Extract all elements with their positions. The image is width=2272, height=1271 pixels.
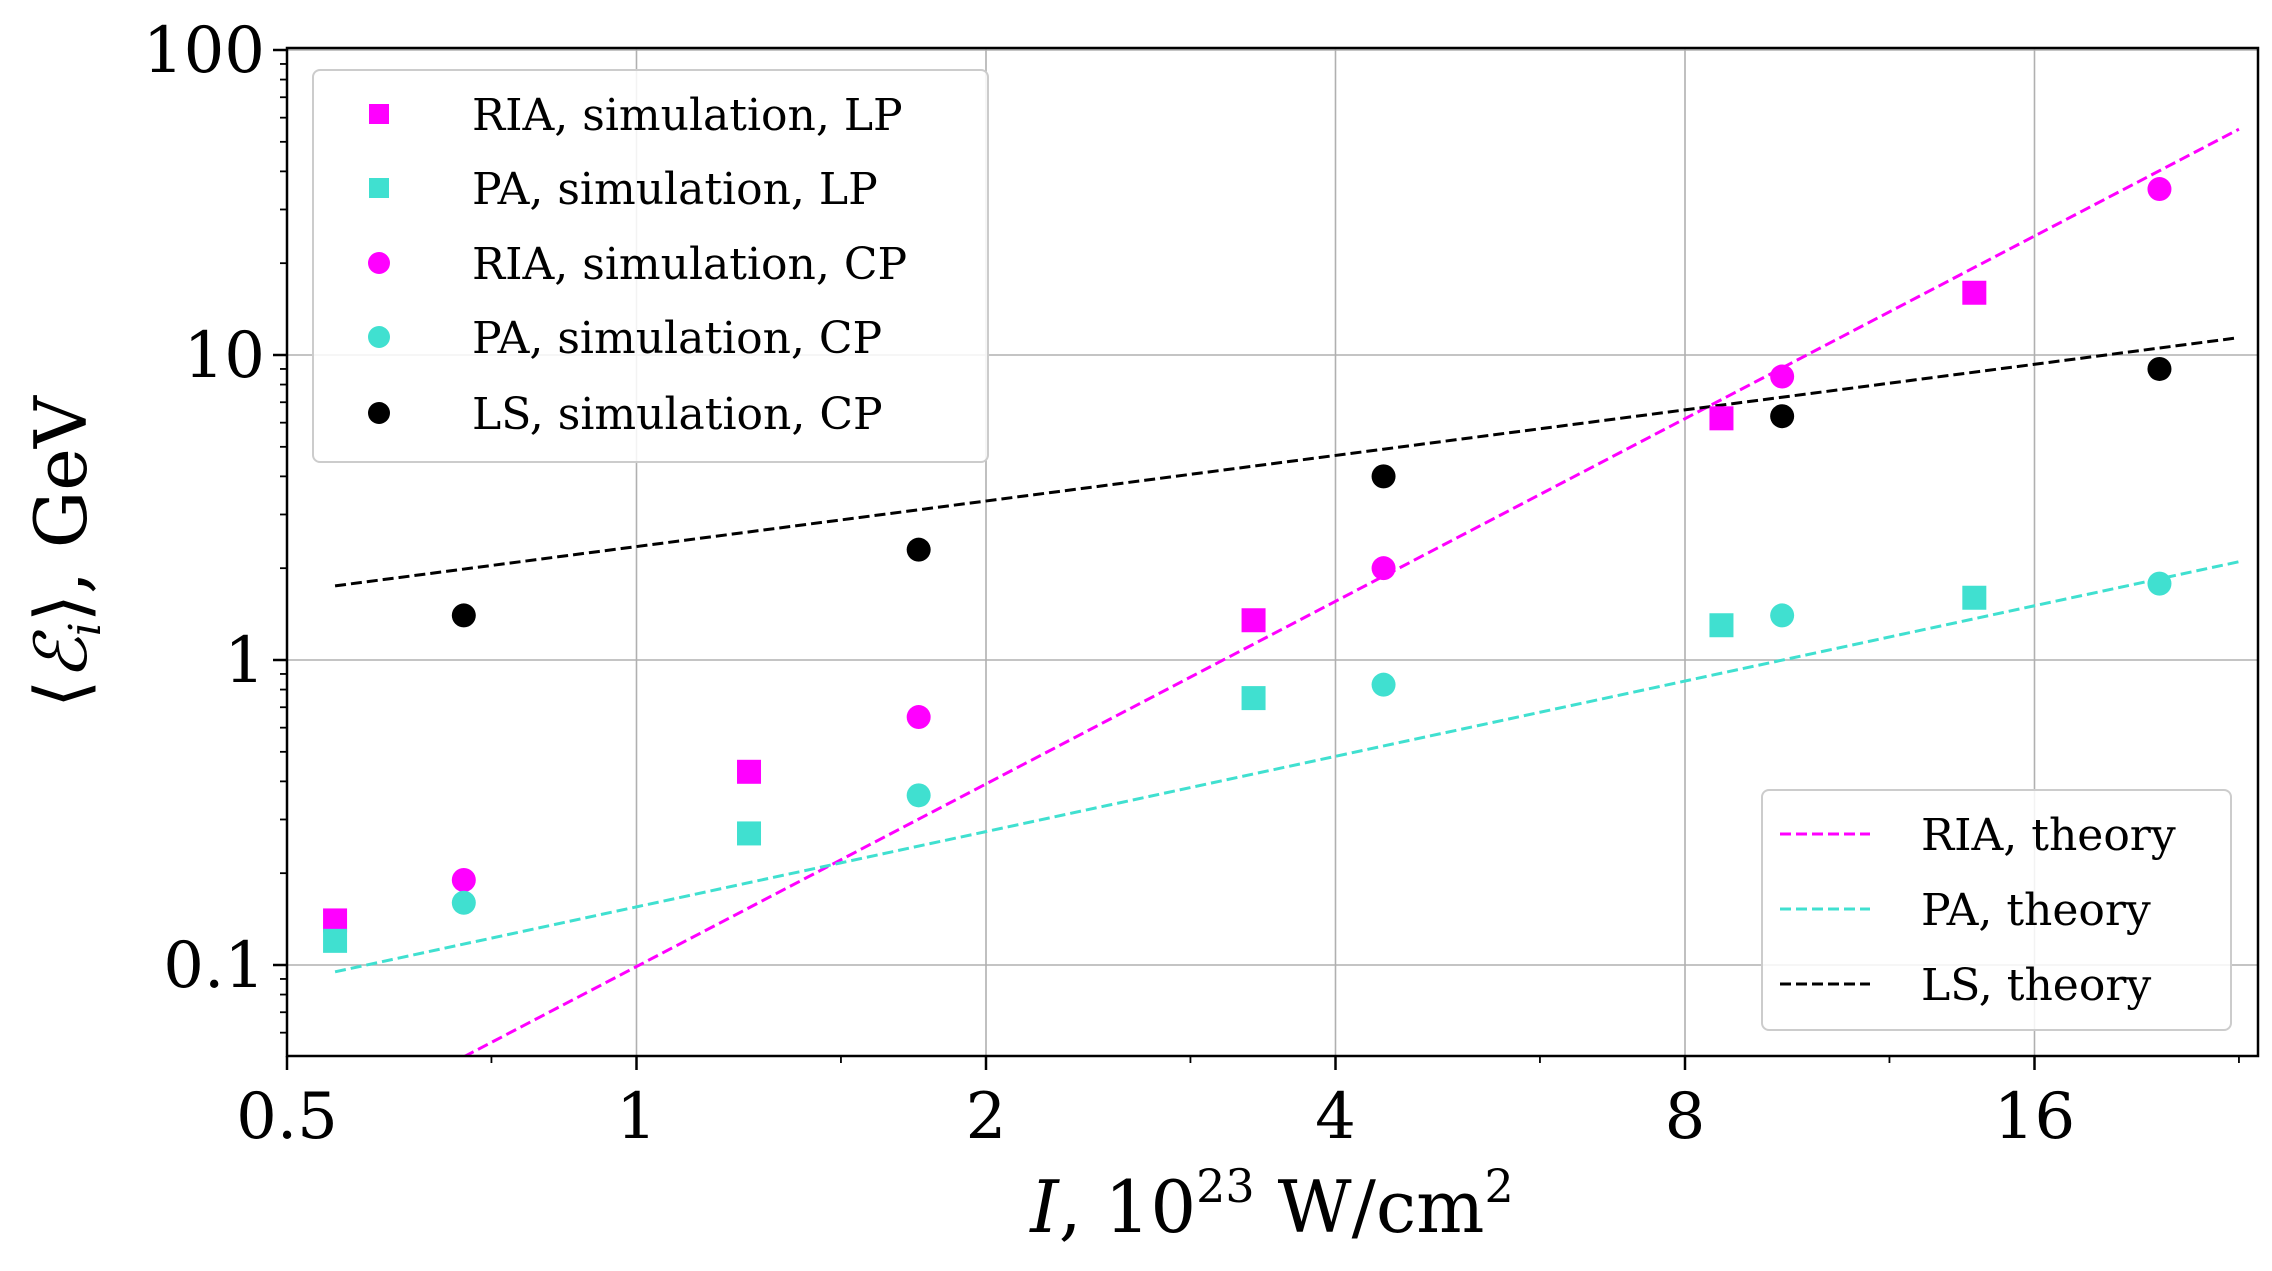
legend-marker-pa-lp <box>369 178 389 198</box>
legend-simulation: RIA, simulation, LP PA, simulation, LP R… <box>312 69 989 463</box>
point-ria-simulation-lp <box>1962 280 1987 305</box>
ticks <box>273 48 2036 1070</box>
legend-marker-ria-lp <box>369 104 389 124</box>
legend-label-ria-theory: RIA, theory <box>1921 810 2176 861</box>
x-tick-label: 8 <box>1665 1080 1706 1154</box>
x-tick-label: 0.5 <box>236 1080 338 1154</box>
y-axis-label: ⟨ℰi⟩, GeV <box>19 394 111 708</box>
markers <box>323 177 2172 953</box>
point-pa-simulation-cp <box>1371 672 1396 697</box>
point-ls-simulation-cp <box>451 603 476 628</box>
legend-label-ls-cp: LS, simulation, CP <box>472 389 883 440</box>
point-pa-simulation-lp <box>323 928 348 953</box>
x-axis-label: I, 1023 W/cm2 <box>1028 1159 1513 1249</box>
point-ls-simulation-cp <box>1371 464 1396 489</box>
legend-label-pa-theory: PA, theory <box>1921 885 2151 936</box>
point-pa-simulation-cp <box>2147 571 2172 596</box>
point-ria-simulation-lp <box>1241 608 1266 633</box>
point-ria-simulation-lp <box>1709 406 1734 431</box>
legend-label-pa-cp: PA, simulation, CP <box>472 313 882 364</box>
legend-marker-ls-cp <box>368 402 390 424</box>
point-ls-simulation-cp <box>906 537 931 562</box>
legend-marker-pa-cp <box>368 326 390 348</box>
legend-label-ls-theory: LS, theory <box>1921 960 2151 1011</box>
point-pa-simulation-cp <box>906 783 931 808</box>
point-ria-simulation-cp <box>1371 556 1396 581</box>
legend-marker-ria-cp <box>368 252 390 274</box>
point-ria-simulation-cp <box>906 705 931 730</box>
point-ria-simulation-cp <box>451 867 476 892</box>
point-ria-simulation-lp <box>737 759 762 784</box>
legend-label-ria-cp: RIA, simulation, CP <box>472 239 907 290</box>
point-pa-simulation-cp <box>451 890 476 915</box>
point-pa-simulation-lp <box>1962 585 1987 610</box>
theory-line-ls-theory <box>334 336 2240 588</box>
legend-theory-box <box>1761 789 2232 1031</box>
point-pa-simulation-lp <box>1709 613 1734 638</box>
point-pa-simulation-lp <box>737 821 762 846</box>
point-ls-simulation-cp <box>2147 356 2172 381</box>
y-tick-label: 10 <box>184 319 265 393</box>
y-tick-label: 100 <box>143 14 265 88</box>
theory-line-ria-theory <box>463 127 2240 1056</box>
legend-label-ria-lp: RIA, simulation, LP <box>472 90 903 141</box>
point-ls-simulation-cp <box>1770 404 1795 429</box>
legend-theory: RIA, theory PA, theory LS, theory <box>1761 789 2232 1031</box>
point-pa-simulation-cp <box>1770 603 1795 628</box>
x-tick-label: 2 <box>966 1080 1007 1154</box>
tick-labels: 0.5 1 2 4 8 16 0.1 1 10 100 <box>143 14 2075 1154</box>
y-tick-label: 0.1 <box>163 929 265 1003</box>
plot-frame <box>285 46 2260 1058</box>
point-pa-simulation-lp <box>1241 686 1266 711</box>
point-ria-simulation-lp <box>323 908 348 933</box>
point-ria-simulation-cp <box>2147 177 2172 202</box>
y-tick-label: 1 <box>224 624 265 698</box>
legend-simulation-box <box>312 69 989 463</box>
x-tick-label: 1 <box>616 1080 657 1154</box>
theory-lines <box>334 127 2240 1056</box>
theory-line-pa-theory <box>334 560 2240 974</box>
point-ria-simulation-cp <box>1770 364 1795 389</box>
x-tick-label: 4 <box>1315 1080 1356 1154</box>
legend-label-pa-lp: PA, simulation, LP <box>472 164 878 215</box>
x-tick-label: 16 <box>1994 1080 2075 1154</box>
